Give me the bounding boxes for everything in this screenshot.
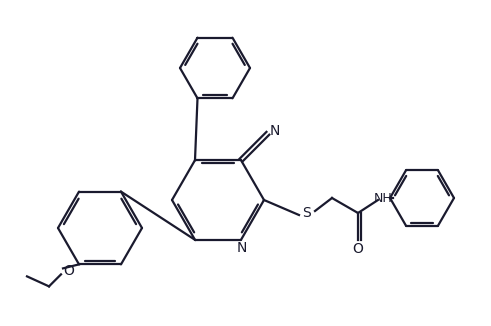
Text: N: N — [270, 124, 280, 138]
Text: O: O — [63, 264, 75, 278]
Text: O: O — [353, 242, 363, 256]
Text: S: S — [302, 206, 311, 220]
Text: NH: NH — [374, 191, 392, 204]
Text: N: N — [237, 241, 247, 255]
